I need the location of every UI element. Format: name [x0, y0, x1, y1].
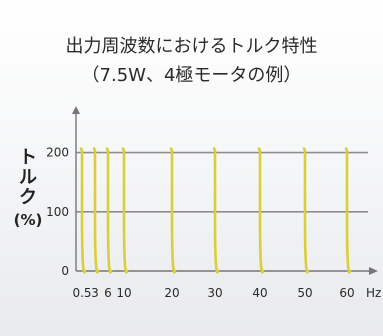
y-axis-label-char: ト [19, 147, 37, 168]
chart-title-line2: （7.5W、4極モータの例） [81, 65, 302, 86]
y-tick-label: 100 [46, 205, 69, 219]
y-tick-label: 200 [46, 146, 69, 160]
x-unit-label: Hz [366, 286, 381, 300]
y-tick-label: 0 [61, 264, 69, 278]
x-tick-label: 60 [339, 286, 354, 300]
chart-title-line1: 出力周波数におけるトルク特性 [65, 36, 318, 57]
torque-curve-3 [92, 147, 100, 274]
x-tick-label: 6 [104, 286, 112, 300]
torque-curve-6 [105, 147, 113, 274]
torque-curve-0.5 [79, 147, 87, 274]
x-tick-label: 40 [252, 286, 267, 300]
torque-curve-30 [212, 147, 220, 274]
x-tick-label: 50 [297, 286, 312, 300]
x-tick-label: 20 [164, 286, 179, 300]
torque-curve-10 [121, 147, 129, 274]
x-tick-label: 3 [91, 286, 99, 300]
y-axis-label-unit: (%) [13, 211, 43, 229]
torque-curve-20 [169, 147, 177, 274]
y-axis-label: トルク (%) [10, 148, 46, 230]
torque-curve-40 [257, 147, 265, 274]
x-tick-label: 0.5 [72, 286, 91, 300]
torque-curve-50 [302, 147, 310, 274]
y-axis-arrow [72, 106, 80, 114]
torque-curve-60 [344, 147, 352, 274]
x-tick-label: 30 [207, 286, 222, 300]
x-axis-arrow [369, 267, 378, 275]
y-axis-label-char: ル [19, 167, 37, 188]
y-axis-label-char: ク [19, 187, 37, 208]
x-tick-label: 10 [116, 286, 131, 300]
y-axis-label-text: トルク [10, 148, 46, 208]
